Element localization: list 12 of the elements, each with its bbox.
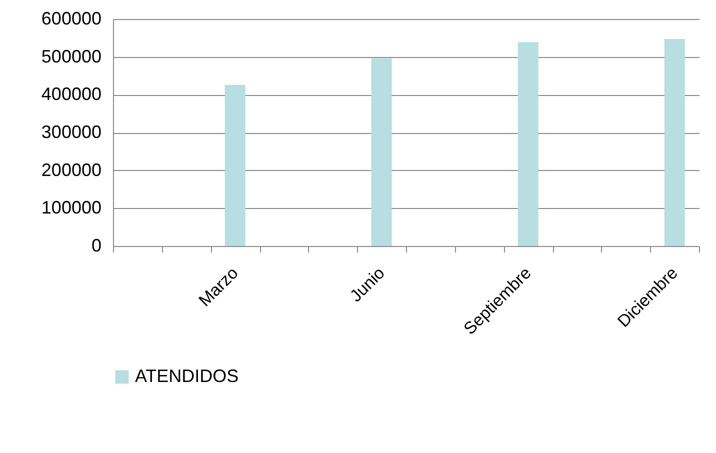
legend-label: ATENDIDOS [135,366,239,386]
bar [664,39,685,246]
y-tick-label: 300000 [41,122,102,142]
y-tick-label: 400000 [41,84,102,104]
bar [518,42,538,246]
bar [371,58,392,246]
y-tick-label: 100000 [41,198,102,218]
y-tick-label: 200000 [41,160,102,180]
y-tick-label: 0 [91,236,102,256]
y-tick-label: 600000 [41,8,102,28]
bar [224,84,246,246]
y-tick-label: 500000 [41,46,102,66]
